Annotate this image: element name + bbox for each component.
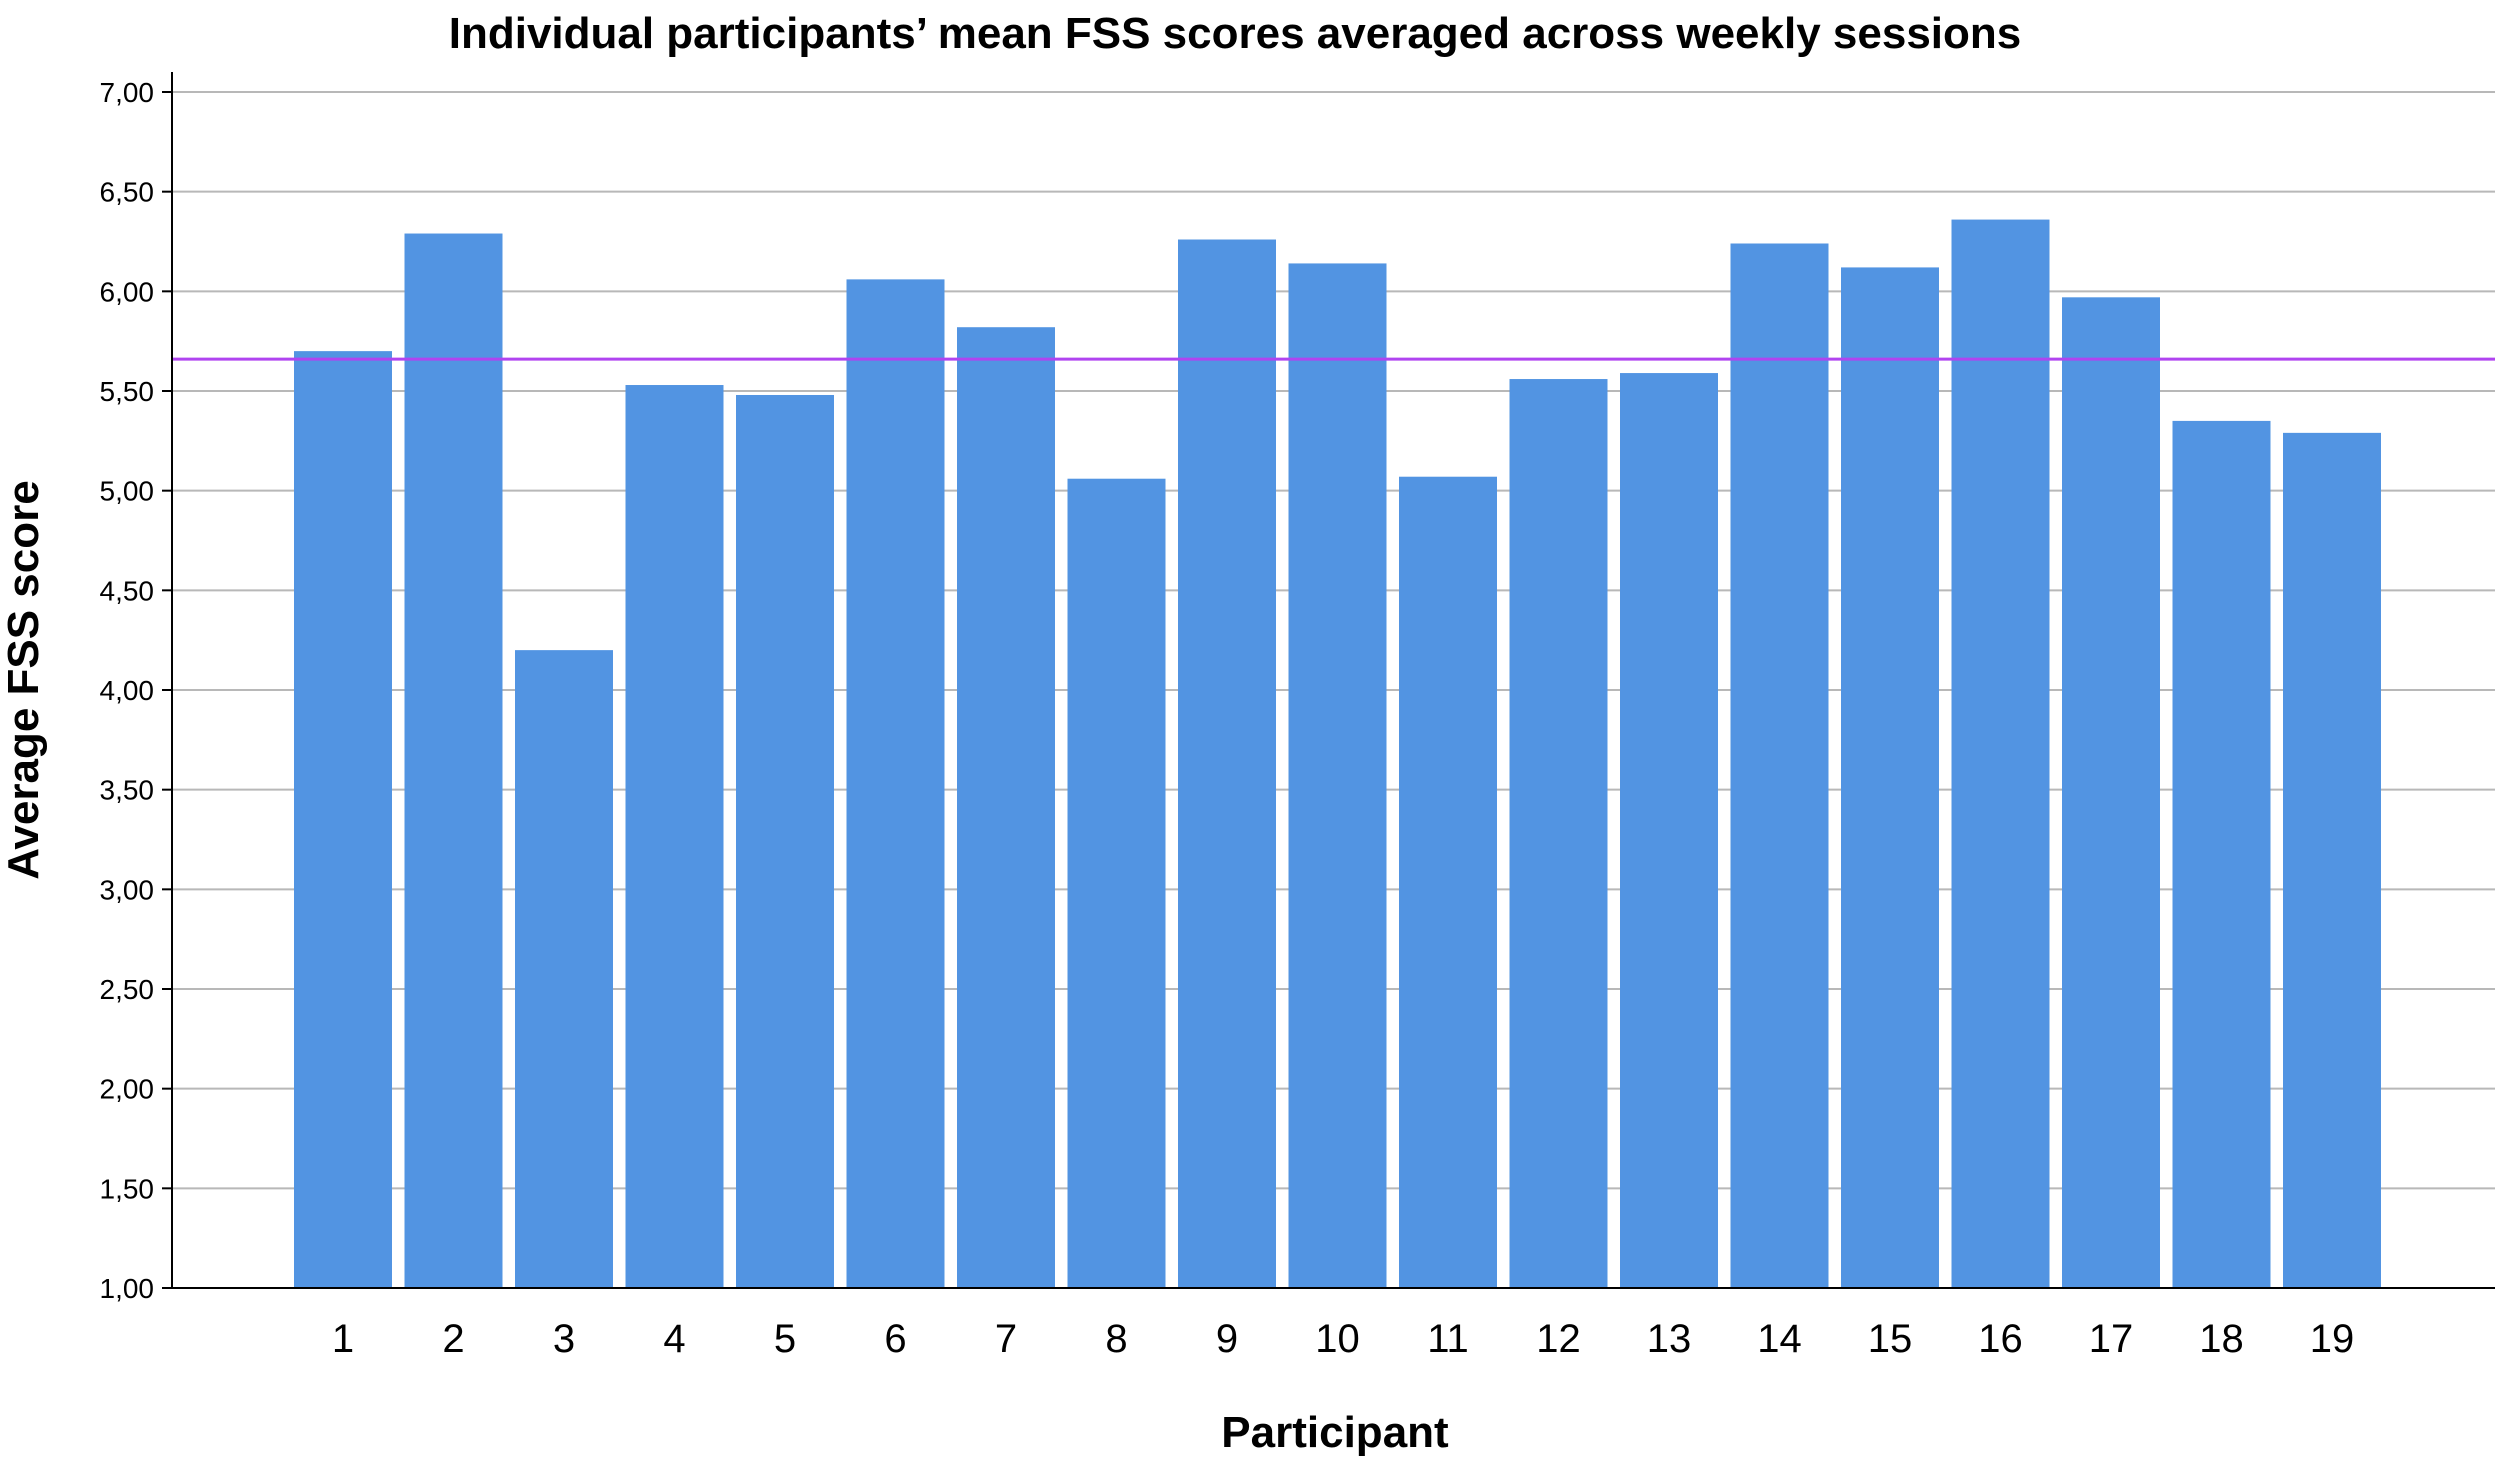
y-tick-label: 6,50 — [100, 177, 155, 208]
x-tick-label: 17 — [2089, 1317, 2134, 1361]
bar-participant-18 — [2172, 420, 2271, 1288]
bars — [294, 219, 2381, 1289]
bar-participant-10 — [1288, 263, 1387, 1289]
y-tick-label: 4,00 — [100, 675, 155, 706]
x-tick-label: 4 — [663, 1317, 685, 1361]
bar-participant-16 — [1951, 219, 2050, 1288]
x-tick-label: 18 — [2199, 1317, 2244, 1361]
x-tick-label: 9 — [1216, 1317, 1238, 1361]
x-tick-label: 3 — [553, 1317, 575, 1361]
y-tick-label: 2,50 — [100, 974, 155, 1005]
bar-participant-14 — [1730, 243, 1829, 1289]
x-tick-label: 16 — [1978, 1317, 2023, 1361]
y-axis-ticks: 1,00 1,50 2,00 2,50 3,00 3,50 4,00 4,50 5,00 5,50… — [100, 77, 172, 1304]
x-tick-label: 1 — [332, 1317, 354, 1361]
axes — [171, 72, 2495, 1289]
bar-participant-7 — [957, 327, 1055, 1288]
bar-participant-13 — [1620, 373, 1718, 1288]
x-tick-label: 19 — [2310, 1317, 2355, 1361]
bar-participant-9 — [1178, 239, 1276, 1288]
x-tick-label: 5 — [774, 1317, 796, 1361]
bar-participant-12 — [1509, 379, 1608, 1288]
x-tick-label: 11 — [1427, 1317, 1469, 1361]
bar-participant-2 — [404, 233, 503, 1289]
bar-participant-6 — [846, 279, 945, 1289]
x-tick-label: 2 — [442, 1317, 464, 1361]
y-tick-label: 5,00 — [100, 476, 155, 507]
x-tick-label: 12 — [1536, 1317, 1581, 1361]
bar-participant-11 — [1399, 476, 1497, 1288]
bar-participant-3 — [515, 650, 613, 1288]
y-tick-label: 1,50 — [100, 1173, 155, 1204]
x-tick-label: 10 — [1315, 1317, 1360, 1361]
x-tick-label: 15 — [1868, 1317, 1913, 1361]
bar-participant-5 — [736, 394, 834, 1288]
x-tick-label: 8 — [1105, 1317, 1127, 1361]
x-axis-title: Participant — [1221, 1408, 1449, 1457]
bar-participant-8 — [1067, 478, 1166, 1288]
chart-title: Individual participants’ mean FSS scores… — [449, 9, 2022, 58]
y-tick-label: 4,50 — [100, 575, 155, 606]
bar-participant-1 — [294, 351, 392, 1289]
bar-participant-4 — [625, 385, 724, 1288]
x-tick-label: 6 — [884, 1317, 906, 1361]
y-tick-label: 2,00 — [100, 1074, 155, 1105]
x-tick-label: 14 — [1757, 1317, 1802, 1361]
y-tick-label: 1,00 — [100, 1273, 155, 1304]
x-axis-ticks: 1 2 3 4 5 6 7 8 9 10 11 12 13 14 15 16 17 18 19 — [332, 1317, 2354, 1361]
x-tick-label: 13 — [1647, 1317, 1692, 1361]
y-tick-label: 6,00 — [100, 276, 155, 307]
bar-participant-19 — [2283, 432, 2381, 1288]
y-tick-label: 3,00 — [100, 874, 155, 905]
y-tick-label: 7,00 — [100, 77, 155, 108]
x-tick-label: 7 — [995, 1317, 1017, 1361]
y-axis-title: Average FSS score — [0, 480, 48, 879]
bar-participant-15 — [1841, 267, 1939, 1288]
y-tick-label: 3,50 — [100, 775, 155, 806]
bar-participant-17 — [2062, 297, 2160, 1288]
y-tick-label: 5,50 — [100, 376, 155, 407]
